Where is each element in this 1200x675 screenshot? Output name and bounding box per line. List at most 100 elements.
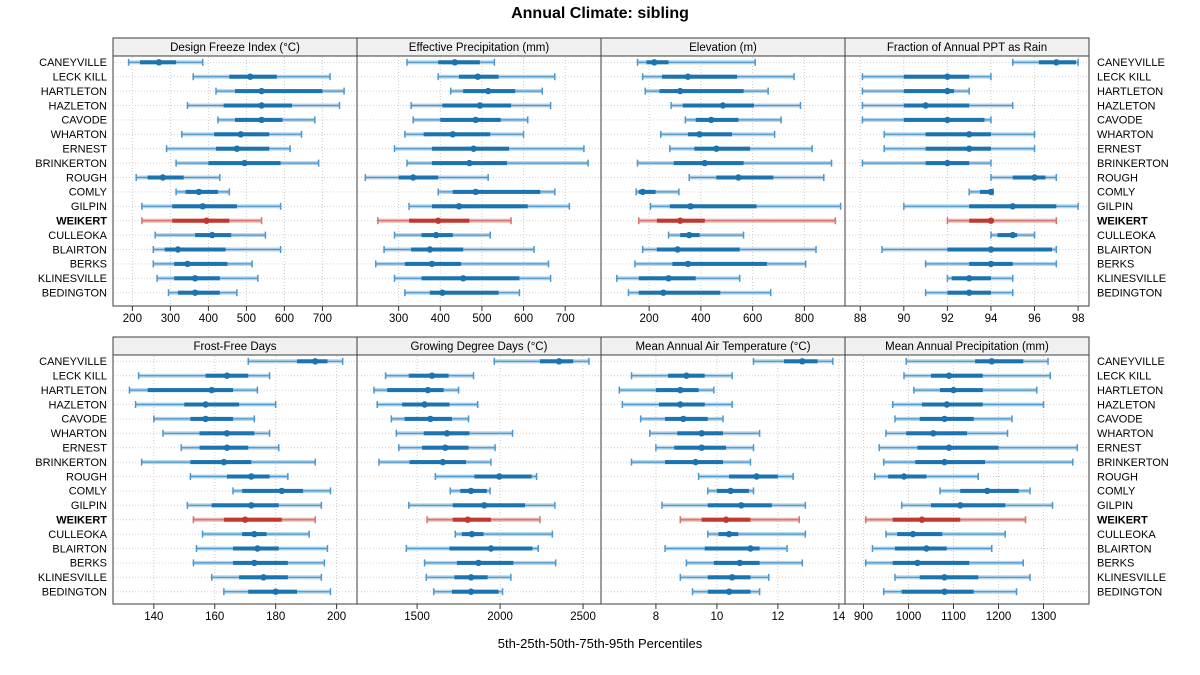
median-dot <box>686 231 693 239</box>
band-25-75 <box>894 546 947 551</box>
interval-row-brinkerton <box>378 458 492 466</box>
x-tick-label: 700 <box>313 313 332 325</box>
interval-row-gilpin <box>408 202 571 210</box>
median-dot <box>918 516 926 523</box>
interval-row-culleoka <box>393 231 491 239</box>
band-25-75 <box>411 247 464 252</box>
band-25-75 <box>190 416 234 421</box>
median-dot <box>965 145 973 152</box>
median-dot <box>467 574 475 581</box>
x-tick-label: 900 <box>854 611 873 623</box>
site-label-left: BLAIRTON <box>52 543 107 555</box>
band-25-75 <box>716 175 774 180</box>
median-dot <box>468 530 476 538</box>
median-dot <box>474 73 481 80</box>
band-25-75 <box>177 290 220 295</box>
median-dot <box>208 231 216 239</box>
x-tick-label: 500 <box>472 313 491 325</box>
interval-row-rough <box>990 174 1058 181</box>
strip-title: Mean Annual Precipitation (mm) <box>885 341 1049 353</box>
median-dot <box>555 358 563 365</box>
median-dot <box>722 516 730 523</box>
median-dot <box>426 246 434 253</box>
interval-row-hazleton <box>186 102 341 109</box>
site-label-left: WHARTON <box>51 428 107 440</box>
panel-frost-free-days: Frost-Free Days 140 160 180 200 <box>112 336 358 623</box>
interval-row-leck-kill <box>641 73 795 81</box>
site-label-left: GILPIN <box>71 201 107 213</box>
median-dot <box>442 444 449 451</box>
median-dot <box>241 159 248 167</box>
interval-row-hazleton <box>891 401 1045 408</box>
site-label-right: CULLEOKA <box>1097 230 1156 242</box>
interval-row-berks <box>634 260 807 268</box>
plot-area <box>356 354 602 605</box>
median-dot <box>719 102 727 109</box>
median-dot <box>195 188 203 196</box>
median-dot <box>254 545 261 552</box>
median-dot <box>680 415 687 423</box>
percentile-caption: 5th-25th-50th-75th-95th Percentiles <box>497 636 703 651</box>
chart-title: Annual Climate: sibling <box>511 5 689 22</box>
interval-row-rough <box>135 174 221 181</box>
median-dot <box>941 415 948 423</box>
median-dot <box>736 559 743 567</box>
median-dot <box>484 87 492 95</box>
site-label-right: LECK KILL <box>1097 72 1151 84</box>
x-tick-label: 90 <box>897 313 910 325</box>
median-dot <box>987 246 995 253</box>
x-tick-label: 1300 <box>1031 611 1057 623</box>
band-25-75 <box>969 218 994 223</box>
site-label-right: COMLY <box>1097 486 1136 498</box>
panel-growing-degree-days-c: Growing Degree Days (°C) 1500 2000 2500 <box>356 336 602 623</box>
site-label-left: CULLEOKA <box>48 529 107 541</box>
band-25-75 <box>172 218 230 223</box>
median-dot <box>248 502 255 509</box>
interval-row-culleoka <box>707 530 807 538</box>
interval-row-wharton <box>660 130 776 138</box>
interval-row-hazleton <box>670 102 802 109</box>
site-label-right: HAZLETON <box>1097 399 1156 411</box>
strip-title: Frost-Free Days <box>193 341 276 353</box>
site-label-left: ERNEST <box>62 144 107 156</box>
interval-row-hartleton <box>644 87 769 95</box>
interval-row-weikert <box>377 217 512 225</box>
median-dot <box>941 588 948 595</box>
median-dot <box>676 217 684 224</box>
median-dot <box>191 275 199 282</box>
interval-row-hazleton <box>861 102 1014 109</box>
x-tick-label: 200 <box>123 313 142 325</box>
interval-row-weikert <box>141 217 263 225</box>
band-25-75 <box>431 204 528 209</box>
interval-row-cavode <box>390 415 470 423</box>
median-dot <box>701 159 708 167</box>
median-dot <box>965 131 973 138</box>
interval-row-gilpin <box>186 501 323 509</box>
interval-row-caneyville <box>406 58 496 66</box>
site-label-left: COMLY <box>69 486 108 498</box>
median-dot <box>684 73 692 80</box>
interval-row-klinesville <box>393 274 552 282</box>
site-label-right: ERNEST <box>1097 443 1142 455</box>
site-label-left: HAZLETON <box>49 100 108 112</box>
interval-row-bedington <box>223 588 332 596</box>
band-25-75 <box>440 117 501 122</box>
x-tick-label: 500 <box>237 313 256 325</box>
band-25-75 <box>695 117 739 122</box>
interval-row-klinesville <box>156 274 259 282</box>
interval-row-leck-kill <box>903 372 1052 380</box>
interval-row-blairton <box>383 246 535 253</box>
x-tick-label: 96 <box>1028 313 1041 325</box>
median-dot <box>698 444 705 451</box>
interval-row-hazleton <box>376 401 479 408</box>
x-tick-label: 94 <box>985 313 998 325</box>
interval-row-brinkerton <box>630 458 752 466</box>
median-dot <box>312 358 319 365</box>
site-label-right: BERKS <box>1097 558 1134 570</box>
interval-row-wharton <box>883 130 1036 138</box>
interval-row-culleoka <box>201 530 310 538</box>
interval-row-culleoka <box>667 231 745 239</box>
x-tick-label: 1500 <box>404 611 430 623</box>
interval-row-hartleton <box>618 386 715 394</box>
median-dot <box>988 358 995 365</box>
